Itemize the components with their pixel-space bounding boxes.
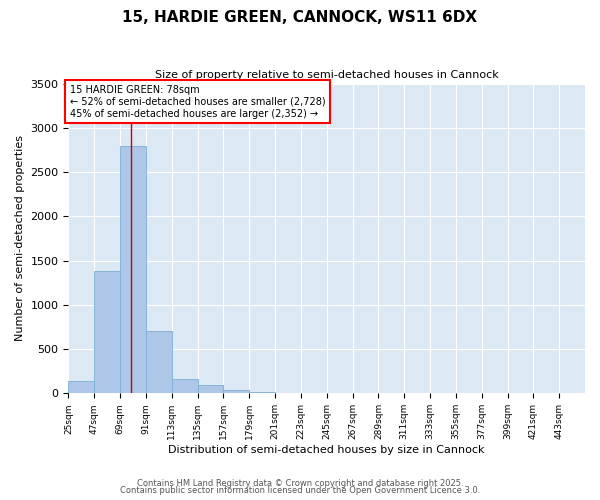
Bar xyxy=(197,386,223,394)
Bar xyxy=(223,390,249,394)
Bar xyxy=(68,381,94,394)
Text: 15 HARDIE GREEN: 78sqm
← 52% of semi-detached houses are smaller (2,728)
45% of : 15 HARDIE GREEN: 78sqm ← 52% of semi-det… xyxy=(70,86,325,118)
X-axis label: Distribution of semi-detached houses by size in Cannock: Distribution of semi-detached houses by … xyxy=(169,445,485,455)
Title: Size of property relative to semi-detached houses in Cannock: Size of property relative to semi-detach… xyxy=(155,70,499,80)
Text: 15, HARDIE GREEN, CANNOCK, WS11 6DX: 15, HARDIE GREEN, CANNOCK, WS11 6DX xyxy=(122,10,478,25)
Bar xyxy=(146,332,172,394)
Text: Contains public sector information licensed under the Open Government Licence 3.: Contains public sector information licen… xyxy=(120,486,480,495)
Text: Contains HM Land Registry data © Crown copyright and database right 2025.: Contains HM Land Registry data © Crown c… xyxy=(137,478,463,488)
Bar xyxy=(249,392,275,394)
Bar xyxy=(172,379,197,394)
Y-axis label: Number of semi-detached properties: Number of semi-detached properties xyxy=(15,136,25,342)
Bar xyxy=(94,271,120,394)
Bar xyxy=(120,146,146,394)
